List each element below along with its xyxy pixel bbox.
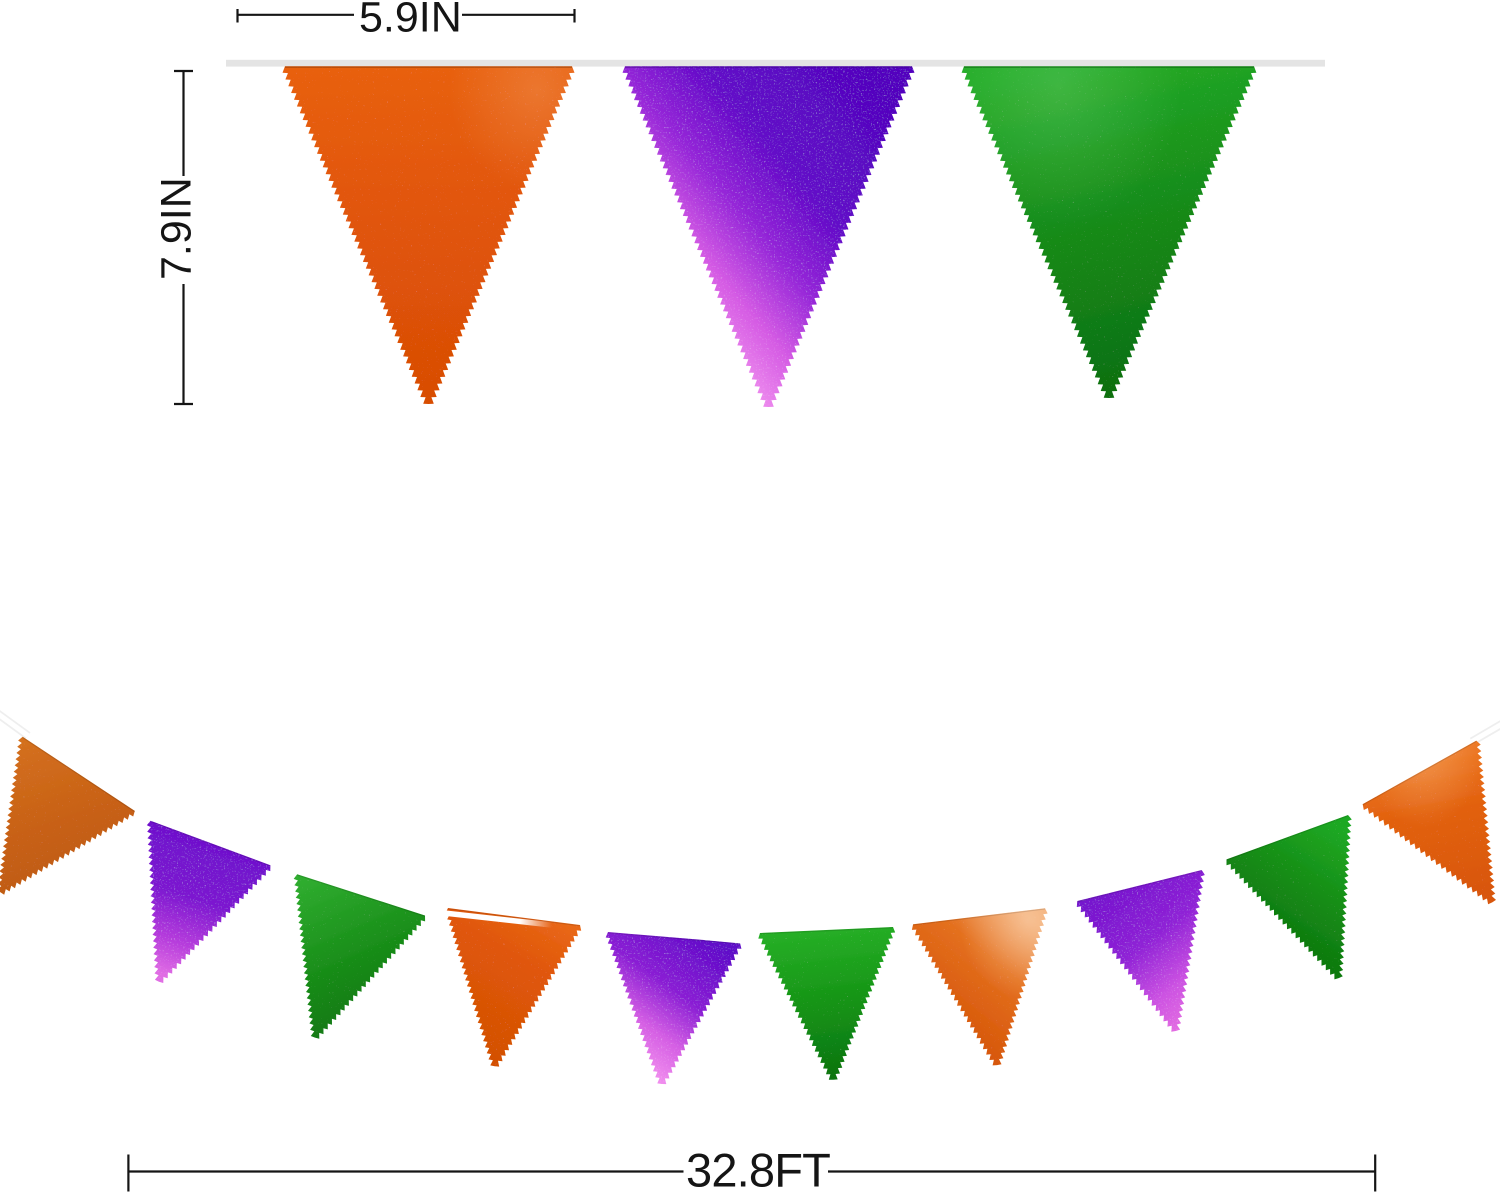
svg-text:7.9IN: 7.9IN	[153, 177, 201, 280]
svg-text:32.8FT: 32.8FT	[686, 1144, 830, 1195]
svg-text:5.9IN: 5.9IN	[359, 0, 462, 42]
